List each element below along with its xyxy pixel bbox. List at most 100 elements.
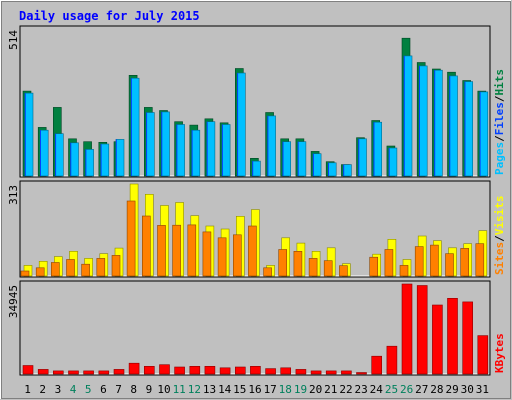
bar-kbytes-day-31 xyxy=(477,335,489,375)
bar-sites-day-14 xyxy=(217,237,227,277)
bar-pages-day-20 xyxy=(312,153,322,177)
bar-kbytes-day-23 xyxy=(356,372,367,375)
legend-hits-files-pages: Pages/Files/Hits xyxy=(493,69,506,175)
x-tick-label-day-14: 14 xyxy=(218,383,232,396)
bar-kbytes-day-14 xyxy=(219,367,231,375)
x-tick-label-day-23: 23 xyxy=(354,383,367,396)
bar-kbytes-day-21 xyxy=(325,370,337,375)
bar-pages-day-18 xyxy=(282,141,292,177)
bar-pages-day-31 xyxy=(479,91,489,177)
bar-sites-day-26 xyxy=(399,265,409,277)
x-tick-label-day-13: 13 xyxy=(203,383,216,396)
bar-sites-day-8 xyxy=(126,200,136,277)
bar-sites-day-27 xyxy=(414,246,424,277)
x-tick-label-day-8: 8 xyxy=(130,383,137,396)
bar-kbytes-day-28 xyxy=(432,304,443,375)
bar-kbytes-day-17 xyxy=(265,368,276,375)
bar-sites-day-22 xyxy=(339,265,348,277)
x-tick-label-day-11: 11 xyxy=(173,383,186,396)
bar-kbytes-day-25 xyxy=(386,345,398,375)
bar-sites-day-21 xyxy=(323,260,333,277)
bar-pages-day-2 xyxy=(39,129,49,177)
x-tick-label-day-25: 25 xyxy=(385,383,398,396)
bar-sites-day-17 xyxy=(263,267,272,277)
bar-pages-day-17 xyxy=(267,115,276,177)
bar-sites-day-31 xyxy=(475,243,485,277)
bar-pages-day-30 xyxy=(464,81,474,177)
x-tick-label-day-7: 7 xyxy=(115,383,122,396)
bar-kbytes-day-30 xyxy=(462,301,474,375)
bar-pages-day-4 xyxy=(70,142,79,177)
y-axis-labels: 514 313 34945 xyxy=(7,30,20,318)
legend-item-files: Files xyxy=(493,102,506,135)
bar-pages-day-7 xyxy=(115,139,125,177)
bar-kbytes-day-8 xyxy=(128,362,140,375)
bar-kbytes-day-15 xyxy=(235,366,246,375)
bar-pages-day-21 xyxy=(327,162,337,177)
bar-pages-day-19 xyxy=(297,141,307,177)
bar-sites-day-29 xyxy=(445,253,454,277)
bar-sites-day-7 xyxy=(111,255,121,277)
x-tick-label-day-10: 10 xyxy=(157,383,170,396)
bar-sites-day-6 xyxy=(96,258,106,277)
bar-kbytes-day-7 xyxy=(113,369,125,375)
legend-separator: / xyxy=(493,95,506,102)
bar-kbytes-day-22 xyxy=(341,370,352,375)
bar-kbytes-day-5 xyxy=(83,370,94,375)
bar-sites-day-4 xyxy=(66,259,75,277)
bar-pages-day-24 xyxy=(373,121,383,177)
bar-pages-day-23 xyxy=(358,138,367,177)
y-max-label: 313 xyxy=(7,185,20,205)
legend-item-sites: Sites xyxy=(493,242,506,275)
bar-pages-day-11 xyxy=(176,124,185,177)
legend-separator: / xyxy=(493,235,506,242)
bar-kbytes-day-4 xyxy=(68,370,79,375)
bar-sites-day-25 xyxy=(384,249,394,277)
x-tick-label-day-15: 15 xyxy=(233,383,246,396)
bar-pages-day-10 xyxy=(161,111,170,177)
x-tick-label-day-21: 21 xyxy=(324,383,337,396)
bar-kbytes-day-27 xyxy=(416,285,428,375)
bar-kbytes-day-11 xyxy=(174,366,185,375)
x-tick-label-day-22: 22 xyxy=(339,383,352,396)
bar-sites-day-5 xyxy=(81,263,90,277)
bar-pages-day-25 xyxy=(388,147,398,177)
bar-kbytes-day-29 xyxy=(447,297,458,375)
bar-pages-day-26 xyxy=(403,55,413,177)
bar-kbytes-day-26 xyxy=(401,283,413,375)
x-tick-label-day-30: 30 xyxy=(461,383,474,396)
bar-kbytes-day-16 xyxy=(250,365,261,375)
bar-kbytes-day-2 xyxy=(37,369,49,375)
bar-sites-day-20 xyxy=(308,258,318,277)
legend-item-pages: Pages xyxy=(493,142,506,175)
bar-kbytes-day-10 xyxy=(159,364,170,375)
bar-pages-day-3 xyxy=(54,133,64,177)
bar-sites-day-1 xyxy=(20,270,30,277)
legend-separator: / xyxy=(493,135,506,142)
bar-kbytes-day-18 xyxy=(280,367,292,375)
x-tick-label-day-16: 16 xyxy=(248,383,261,396)
bar-sites-day-9 xyxy=(142,215,151,277)
x-tick-label-day-4: 4 xyxy=(70,383,77,396)
bar-pages-day-16 xyxy=(252,160,261,177)
y-max-label: 514 xyxy=(7,30,20,50)
bar-sites-day-28 xyxy=(430,244,439,277)
bar-sites-day-24 xyxy=(369,256,379,277)
bar-pages-day-5 xyxy=(85,149,94,177)
bar-sites-day-10 xyxy=(157,225,166,277)
x-tick-label-day-29: 29 xyxy=(445,383,458,396)
legend-kbytes: KBytes xyxy=(493,333,506,373)
bar-pages-day-29 xyxy=(449,75,458,177)
bar-pages-day-15 xyxy=(237,72,246,177)
x-tick-label-day-28: 28 xyxy=(430,383,443,396)
bar-sites-day-15 xyxy=(233,234,242,277)
x-tick-label-day-3: 3 xyxy=(55,383,62,396)
bar-pages-day-13 xyxy=(206,121,216,177)
bar-sites-day-30 xyxy=(460,248,470,277)
x-tick-label-day-6: 6 xyxy=(100,383,107,396)
bar-sites-day-18 xyxy=(278,249,288,277)
legend-item-visits: Visits xyxy=(493,196,506,236)
bar-pages-day-9 xyxy=(146,112,155,177)
